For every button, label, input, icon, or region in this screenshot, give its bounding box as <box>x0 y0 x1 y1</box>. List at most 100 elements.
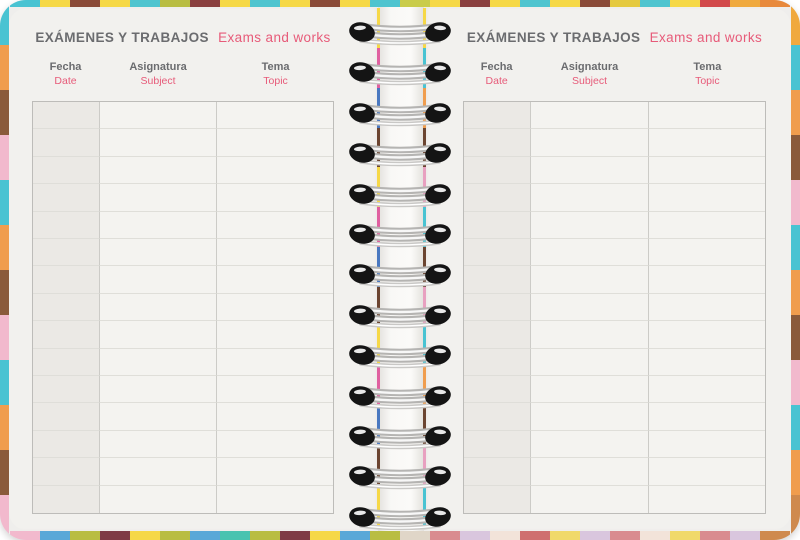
stripe-segment <box>0 270 9 315</box>
column-label-en: Date <box>54 74 77 87</box>
table-cell <box>530 129 649 157</box>
stripe-segment <box>370 0 400 7</box>
table-cell <box>648 349 765 376</box>
stripe-segment <box>310 531 340 540</box>
table-cell <box>99 129 217 157</box>
stripe-segment <box>430 531 460 540</box>
binding-ring <box>348 301 452 331</box>
table-cell <box>216 239 333 267</box>
column-label-es: Fecha <box>480 61 513 73</box>
table-cell <box>33 238 100 267</box>
column-header-tema: Tema Topic <box>649 61 766 94</box>
stripe-segment <box>640 531 670 540</box>
binding-ring <box>348 139 452 169</box>
exam-table <box>32 101 334 514</box>
stripe-segment <box>250 531 280 540</box>
table-cell <box>530 293 649 322</box>
table-cell <box>217 486 333 513</box>
stripe-segment <box>423 406 426 447</box>
table-cell <box>648 294 765 322</box>
title-english: Exams and works <box>218 30 331 45</box>
table-cell <box>33 129 100 157</box>
column-label-es: Fecha <box>49 61 82 73</box>
stripe-segment <box>460 531 490 540</box>
stripe-segment <box>160 531 190 540</box>
binding-ring <box>348 220 452 250</box>
column-header-fecha: Fecha Date <box>32 61 99 94</box>
stripe-segment <box>791 90 800 135</box>
stripe-segment <box>520 0 550 7</box>
table-cell <box>530 348 649 376</box>
page-title: EXÁMENES Y TRABAJOS Exams and works <box>32 30 334 45</box>
table-cell <box>99 321 217 349</box>
column-label-es: Tema <box>261 61 290 73</box>
table-cell <box>33 156 100 185</box>
table-cell <box>648 129 765 157</box>
table-cell <box>100 485 217 513</box>
binding-ring <box>348 503 452 533</box>
right-page: EXÁMENES Y TRABAJOS Exams and works Fech… <box>423 8 791 530</box>
table-cell <box>99 293 217 322</box>
stripe-segment <box>130 531 160 540</box>
table-cell <box>216 376 333 404</box>
stripe-segment <box>423 446 426 487</box>
stripe-segment <box>0 90 9 135</box>
stripe-segment <box>791 360 800 405</box>
table-cell <box>99 211 217 239</box>
stripe-segment <box>791 225 800 270</box>
table-cell <box>530 375 649 404</box>
table-cell <box>648 157 765 185</box>
table-cell <box>649 486 765 513</box>
table-cell <box>33 430 100 459</box>
title-spanish: EXÁMENES Y TRABAJOS <box>466 30 641 45</box>
table-cell <box>216 294 333 322</box>
stripe-segment <box>791 135 800 180</box>
table-cell <box>99 184 217 212</box>
stripe-segment <box>730 0 760 7</box>
stripe-segment <box>377 366 380 407</box>
column-label-en: Subject <box>571 74 608 87</box>
stripe-segment <box>640 0 670 7</box>
column-label-en: Topic <box>695 74 720 87</box>
stripe-segment <box>730 531 760 540</box>
stripe-segment <box>0 405 9 450</box>
column-header-tema: Tema Topic <box>217 61 334 94</box>
table-cell <box>216 321 333 349</box>
stripe-segment <box>670 0 700 7</box>
table-cell <box>33 266 100 294</box>
table-cell <box>33 102 100 130</box>
stripe-segment <box>280 531 310 540</box>
stripe-segment <box>70 0 100 7</box>
stripe-segment <box>610 0 640 7</box>
stripe-segment <box>377 326 380 367</box>
stripe-segment <box>460 0 490 7</box>
stripe-segment <box>377 486 380 526</box>
stripe-segment <box>550 0 580 7</box>
stripe-segment <box>377 286 380 327</box>
stripe-segment <box>423 286 426 327</box>
stripe-segment <box>130 0 160 7</box>
stripe-segment <box>400 531 430 540</box>
stripe-segment <box>430 0 460 7</box>
stripe-segment <box>610 531 640 540</box>
table-cell <box>530 238 649 267</box>
stripe-segment <box>10 531 40 540</box>
table-cell <box>648 431 765 459</box>
table-cell <box>464 184 531 212</box>
table-cell <box>464 375 531 404</box>
stripe-segment <box>370 531 400 540</box>
stripe-segment <box>520 531 550 540</box>
spiral-spine <box>348 0 452 540</box>
stripe-segment <box>190 0 220 7</box>
stripe-segment <box>100 0 130 7</box>
stripe-segment <box>160 0 190 7</box>
title-spanish: EXÁMENES Y TRABAJOS <box>35 30 209 45</box>
table-cell <box>464 348 531 376</box>
table-cell <box>464 403 531 431</box>
table-cell <box>99 430 217 459</box>
binding-ring <box>348 422 452 452</box>
table-cell <box>99 375 217 404</box>
stripe-segment <box>423 326 426 367</box>
table-cell <box>530 156 649 185</box>
